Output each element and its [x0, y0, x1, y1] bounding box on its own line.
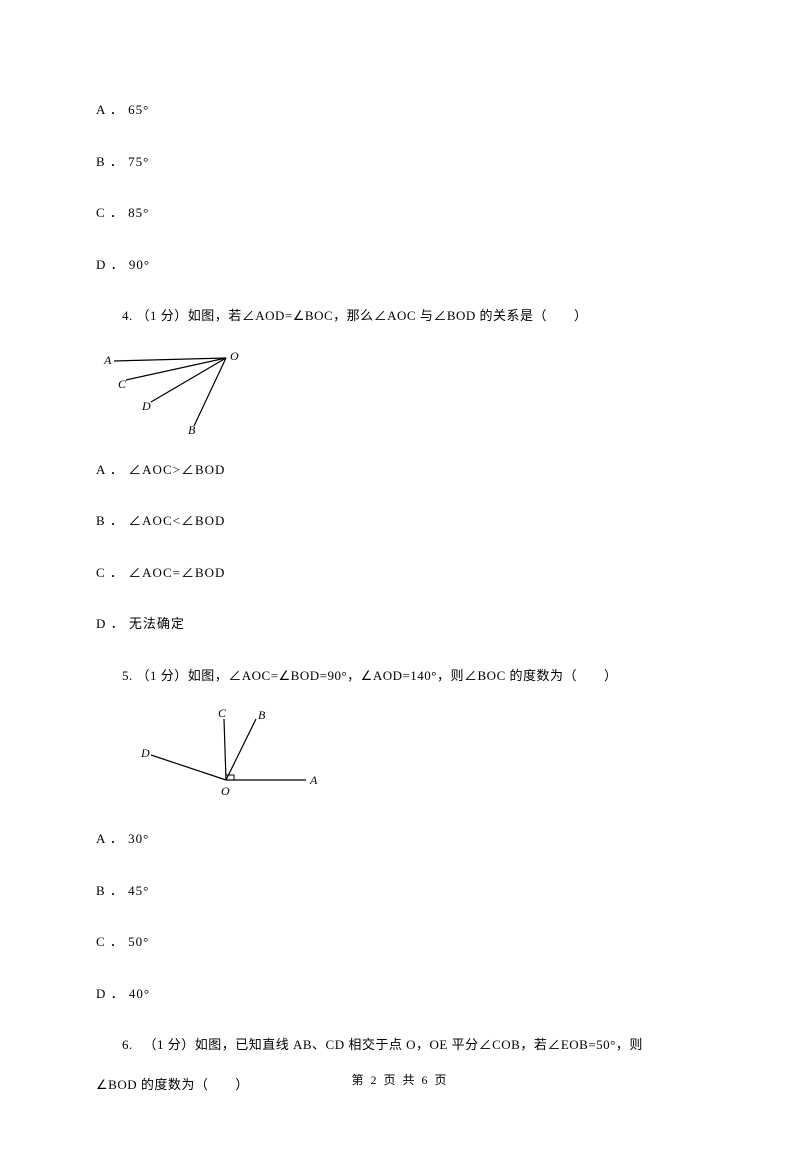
q4-label-A: A: [103, 353, 112, 367]
q5-label-C: C: [218, 706, 227, 720]
page-footer: 第 2 页 共 6 页: [0, 1071, 800, 1088]
q3-option-b: B ． 75°: [96, 152, 704, 172]
q6-line1: 6. （1 分）如图，已知直线 AB、CD 相交于点 O，OE 平分∠COB，若…: [96, 1035, 704, 1055]
q3-option-c: C ． 85°: [96, 203, 704, 223]
q5-label-B: B: [258, 708, 266, 722]
page-content: A ． 65° B ． 75° C ． 85° D ． 90° 4. （1 分）…: [0, 0, 800, 1154]
q5-text: 5. （1 分）如图，∠AOC=∠BOD=90°，∠AOD=140°，则∠BOC…: [96, 666, 704, 686]
q4-option-a: A ． ∠AOC>∠BOD: [96, 460, 704, 480]
q4-option-d: D ． 无法确定: [96, 614, 704, 634]
q4-figure: A O C D B: [96, 346, 704, 436]
q4-label-C: C: [118, 377, 127, 391]
q5-option-a: A ． 30°: [96, 829, 704, 849]
q5-option-b: B ． 45°: [96, 881, 704, 901]
q5-label-A: A: [309, 773, 318, 787]
q5-option-c: C ． 50°: [96, 932, 704, 952]
q5-label-D: D: [140, 746, 150, 760]
q4-option-b: B ． ∠AOC<∠BOD: [96, 511, 704, 531]
q3-option-a: A ． 65°: [96, 100, 704, 120]
q5-option-d: D ． 40°: [96, 984, 704, 1004]
q4-label-D: D: [141, 399, 151, 413]
q4-label-O: O: [230, 349, 239, 363]
q3-option-d: D ． 90°: [96, 255, 704, 275]
q4-option-c: C ． ∠AOC=∠BOD: [96, 563, 704, 583]
q5-label-O: O: [221, 784, 230, 798]
q4-text: 4. （1 分）如图，若∠AOD=∠BOC，那么∠AOC 与∠BOD 的关系是（…: [96, 306, 704, 326]
q5-figure: A O C B D: [136, 705, 704, 805]
q4-label-B: B: [188, 423, 196, 436]
